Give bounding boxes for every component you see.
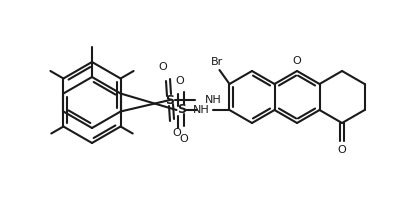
- Text: O: O: [158, 62, 167, 72]
- Text: S: S: [165, 94, 174, 106]
- Text: O: O: [337, 145, 346, 155]
- Text: Br: Br: [211, 57, 223, 67]
- Text: O: O: [179, 134, 188, 144]
- Text: O: O: [172, 128, 181, 138]
- Text: NH: NH: [204, 95, 221, 105]
- Text: O: O: [175, 76, 183, 86]
- Text: O: O: [292, 56, 301, 66]
- Text: NH: NH: [192, 105, 209, 115]
- Text: S: S: [176, 103, 185, 116]
